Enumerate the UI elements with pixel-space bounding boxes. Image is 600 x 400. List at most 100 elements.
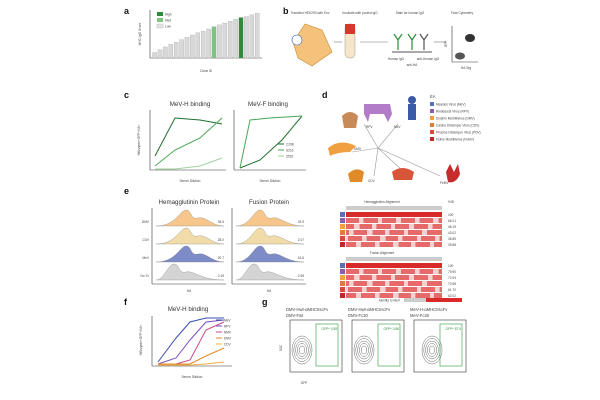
gate-percent: 0.95 [298, 274, 304, 278]
panel-f: f MeV-H binding %Enzyme+GFP+HA+ Serum Di… [124, 297, 232, 379]
mismatch-mark [399, 218, 401, 223]
contour-line [293, 338, 311, 362]
mismatch-mark [351, 281, 354, 286]
mismatch-mark [364, 236, 367, 241]
mismatch-mark [435, 218, 437, 223]
mismatch-mark [370, 281, 373, 286]
mismatch-mark [396, 293, 399, 298]
panel-c-ylabel: %Enzyme+GFP+HA+ [137, 124, 141, 155]
plot-title-line2: DMV-Fc30 [348, 313, 368, 318]
mismatch-mark [406, 281, 408, 286]
contour-line [429, 345, 436, 355]
mismatch-mark [346, 287, 348, 292]
legend-label: Phocine Distemper Virus (PDV) [436, 131, 481, 135]
contour-line [355, 338, 373, 362]
row-swatch [340, 269, 345, 274]
step-flow: Flow Cytometry [451, 11, 474, 15]
f-alignment-title: Fusion Alignment [370, 251, 395, 255]
identity-scale-high [426, 298, 462, 302]
contour-line [361, 345, 368, 355]
flow-xlabel: HA Tag [461, 66, 471, 70]
panel-e-histograms: 35.5 DMV 28.0 CDV 20.7 MeV 0.19 No Tx 23.9 2.07 16… [141, 208, 306, 285]
panel-a: a MHC-IgG Score Clone ID High Med Low [124, 6, 262, 73]
mismatch-mark [346, 236, 348, 241]
alignment-row [346, 230, 442, 235]
row-swatch [340, 224, 345, 229]
mismatch-mark [391, 275, 393, 280]
legend-label: CDV [224, 343, 232, 347]
bar [227, 21, 233, 59]
bar [238, 17, 244, 59]
mismatch-mark [382, 236, 384, 241]
bar [179, 39, 184, 59]
f-series-nmv [158, 321, 225, 365]
row-swatch [340, 287, 345, 292]
hek-cell-icon [292, 23, 333, 67]
panel-e-label: e [124, 186, 129, 196]
gate-value: GFP+ 0.55 [321, 327, 337, 331]
gfp-gate [315, 323, 339, 367]
identity-scale-label: Identity to MeV [379, 299, 401, 303]
identity-value: 100 [448, 213, 454, 217]
bar [254, 13, 260, 59]
row-label: CDV [142, 238, 150, 242]
row-swatch [340, 212, 345, 217]
gfp-gate [439, 323, 463, 367]
panel-a-xlabel: Clone ID [200, 69, 213, 73]
mismatch-mark [372, 224, 374, 229]
identity-value: 66.21 [448, 219, 456, 223]
mismatch-mark [350, 281, 352, 286]
f-series-mev [157, 317, 224, 363]
mismatch-mark [397, 218, 399, 223]
seal-icon [392, 168, 414, 180]
bar [190, 34, 195, 59]
row-swatch [340, 281, 345, 286]
mismatch-mark [432, 242, 434, 247]
mismatch-mark [425, 281, 427, 286]
contour-line [359, 343, 369, 357]
c-left-series-2 [154, 117, 223, 167]
mismatch-mark [363, 287, 365, 292]
histogram-curve [235, 227, 305, 245]
mismatch-mark [401, 287, 403, 292]
mismatch-mark [404, 230, 406, 235]
mismatch-mark [416, 218, 418, 223]
c-right-series-2 [239, 115, 303, 169]
mismatch-mark [436, 287, 438, 292]
bar [244, 16, 249, 59]
mismatch-mark [430, 275, 433, 280]
mismatch-mark [436, 218, 439, 223]
contour-line [357, 340, 371, 360]
c-right-xlabel: Serum Dilution [260, 179, 281, 183]
panel-c-legend: C298 S216 Z532 [278, 143, 294, 159]
identity-value: 39.88 [448, 243, 456, 247]
goat-icon [342, 112, 358, 128]
tree-label-dmv: DMV [354, 147, 362, 151]
contour-line [425, 340, 439, 360]
mismatch-mark [362, 218, 364, 223]
panel-b-label: b [283, 6, 289, 16]
mismatch-mark [370, 230, 373, 235]
legend-label: C298 [286, 143, 294, 147]
panel-e: e Hemagglutinin Protein Fusion Protein 3… [124, 186, 462, 303]
contour-line [353, 335, 375, 365]
legend-label: Feline Morbillivirus (FeMV) [436, 138, 474, 142]
legend-label: RPV [224, 325, 231, 329]
mismatch-mark [380, 218, 382, 223]
gfp-gate [377, 323, 401, 367]
mismatch-mark [437, 236, 440, 241]
mismatch-mark [369, 230, 371, 235]
mismatch-mark [399, 269, 401, 274]
tree-label-rpv: RPV [366, 125, 373, 129]
mismatch-mark [359, 242, 361, 247]
gate-percent: 16.6 [298, 256, 304, 260]
identity-value: 100 [448, 264, 454, 268]
mismatch-mark [398, 287, 400, 292]
mismatch-mark [429, 224, 431, 229]
mismatch-mark [412, 224, 414, 229]
histogram-curve [155, 245, 225, 263]
histogram-curve [155, 263, 225, 281]
legend-swatch [430, 116, 434, 120]
mismatch-mark [437, 287, 440, 292]
panel-e-right-xlabel: HA [267, 289, 272, 293]
